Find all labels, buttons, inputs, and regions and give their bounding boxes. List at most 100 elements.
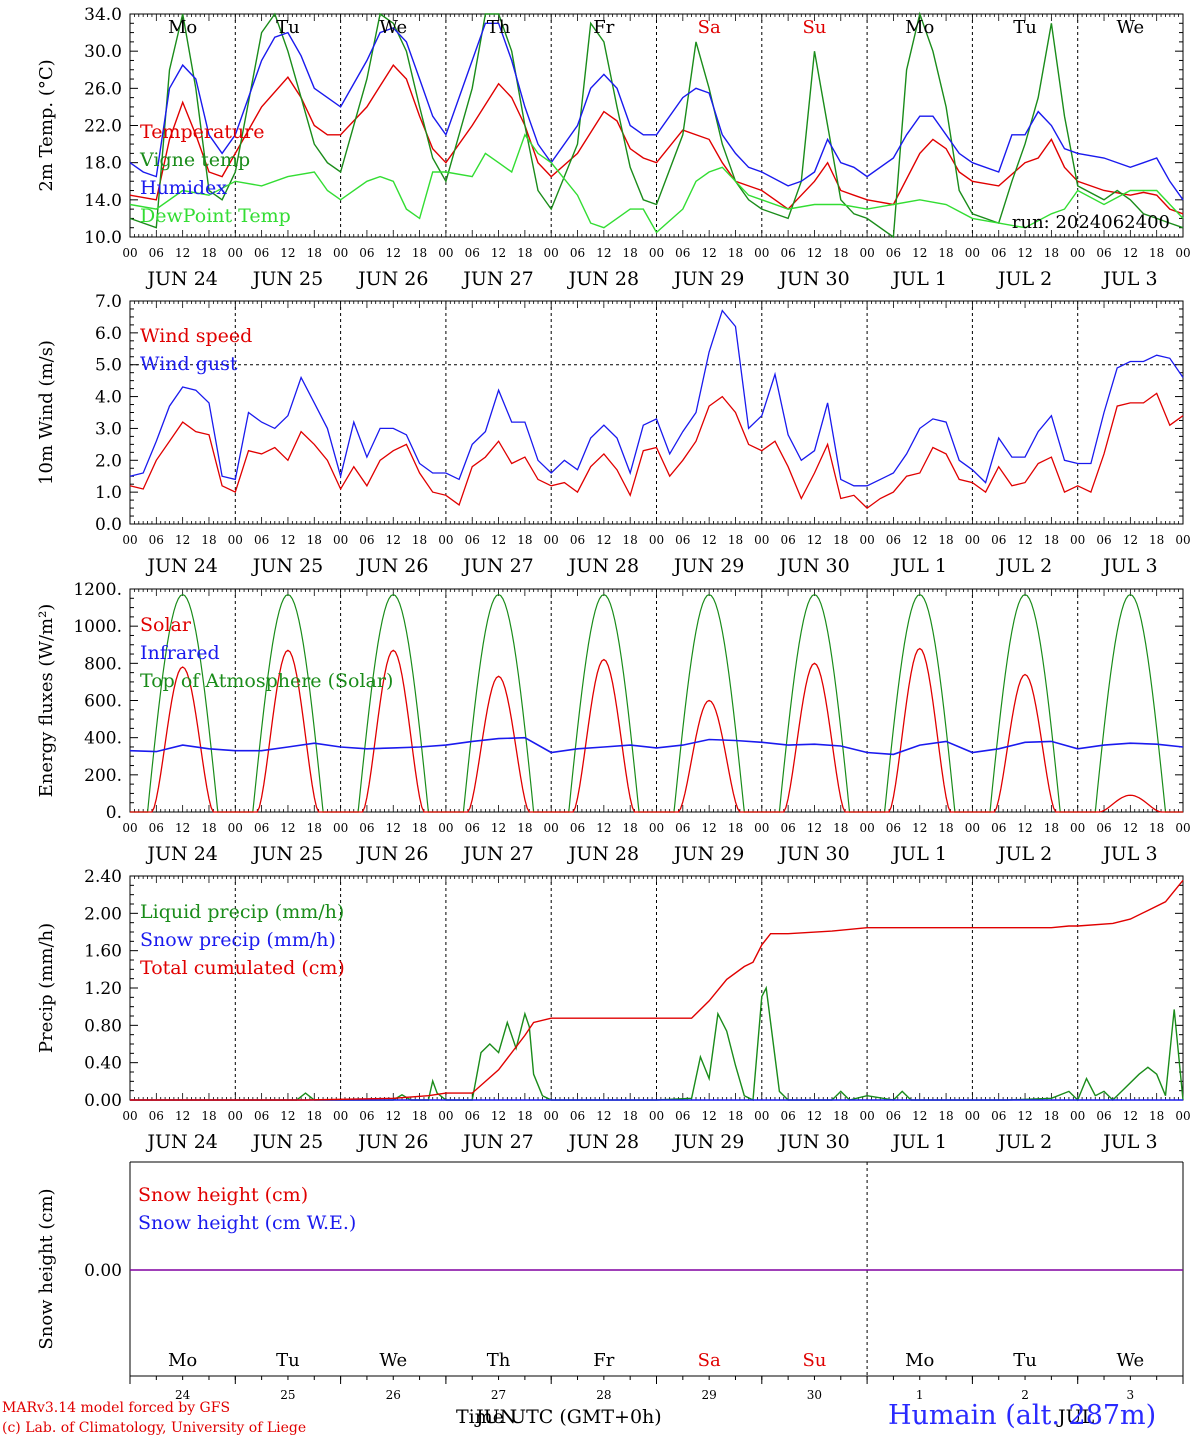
x-hour-tick-label: 00 (754, 1109, 769, 1123)
legend-liquid-precip-mm-h-: Liquid precip (mm/h) (140, 901, 344, 923)
y-tick-label: 2.40 (84, 867, 122, 887)
x-hour-tick-label: 00 (1175, 246, 1190, 260)
bottom-day-number: 26 (386, 1388, 401, 1402)
x-day-label: JUN 24 (145, 843, 217, 865)
x-day-label: JUL 2 (996, 268, 1052, 290)
weekday-label: Su (802, 1350, 826, 1371)
series-line-dewpoint-temp (129, 133, 1184, 234)
x-hour-tick-label: 06 (570, 246, 585, 260)
series-line-infrared (129, 736, 1184, 756)
x-hour-tick-label: 00 (333, 821, 348, 835)
x-hour-tick-label: 00 (649, 821, 664, 835)
y-tick-label: 800. (84, 654, 122, 674)
bottom-day-number: 1 (916, 1388, 924, 1402)
x-hour-tick-label: 12 (491, 1109, 506, 1123)
x-hour-tick-label: 06 (675, 821, 690, 835)
x-hour-tick-label: 18 (412, 533, 427, 547)
x-day-label: JUN 29 (672, 555, 744, 577)
x-hour-tick-label: 06 (359, 1109, 374, 1123)
y-tick-label: 18.0 (84, 154, 122, 174)
legend-wind-speed: Wind speed (140, 325, 252, 347)
legend-dewpoint-temp: DewPoint Temp (140, 205, 291, 227)
y-tick-label: 14.0 (84, 191, 122, 211)
x-hour-tick-label: 18 (1044, 821, 1059, 835)
x-day-label: JUL 2 (996, 555, 1052, 577)
series-line-liquid-precip-mm-h- (130, 985, 1184, 1102)
y-tick-label: 22.0 (84, 117, 122, 137)
legend-infrared: Infrared (140, 642, 220, 664)
x-hour-tick-label: 18 (307, 1109, 322, 1123)
x-hour-tick-label: 06 (254, 1109, 269, 1123)
x-hour-tick-label: 12 (175, 533, 190, 547)
x-hour-tick-label: 12 (280, 246, 295, 260)
x-hour-tick-label: 06 (149, 533, 164, 547)
y-tick-label: 10.0 (84, 228, 122, 248)
x-day-label: JUL 3 (1101, 268, 1157, 290)
y-tick-label: 6.0 (95, 324, 122, 344)
x-day-label: JUL 3 (1101, 1131, 1157, 1153)
x-hour-tick-label: 00 (1070, 821, 1085, 835)
x-hour-tick-label: 18 (201, 1109, 216, 1123)
weekday-label: Su (802, 17, 826, 38)
x-hour-tick-label: 00 (544, 246, 559, 260)
x-hour-tick-label: 06 (1096, 1109, 1111, 1123)
x-hour-tick-label: 00 (1175, 821, 1190, 835)
x-hour-tick-label: 18 (938, 821, 953, 835)
x-hour-tick-label: 00 (228, 821, 243, 835)
x-hour-tick-label: 12 (807, 246, 822, 260)
series-line-vigne-temp (129, 11, 1184, 239)
weekday-label: Th (487, 1350, 511, 1371)
weekday-label: Th (487, 17, 511, 38)
x-hour-tick-label: 18 (517, 533, 532, 547)
x-hour-tick-label: 00 (1070, 533, 1085, 547)
y-tick-label: 30.0 (84, 42, 122, 62)
x-hour-tick-label: 06 (991, 821, 1006, 835)
y-axis-title: Energy fluxes (W/m²) (36, 604, 57, 798)
x-hour-tick-label: 00 (859, 246, 874, 260)
series-line-wind-speed (129, 392, 1184, 509)
x-hour-tick-label: 06 (675, 1109, 690, 1123)
weekday-label: Fr (593, 1350, 614, 1371)
y-tick-label: 4.0 (95, 388, 122, 408)
x-hour-tick-label: 06 (149, 1109, 164, 1123)
x-hour-tick-label: 06 (465, 246, 480, 260)
x-day-label: JUN 30 (777, 1131, 849, 1153)
x-hour-tick-label: 18 (517, 1109, 532, 1123)
legend-solar: Solar (140, 614, 192, 636)
y-tick-label: 1.0 (95, 483, 122, 503)
x-hour-tick-label: 06 (780, 1109, 795, 1123)
x-hour-tick-label: 12 (280, 533, 295, 547)
x-hour-tick-label: 00 (965, 533, 980, 547)
x-hour-tick-label: 00 (228, 533, 243, 547)
y-tick-label: 1.60 (84, 942, 122, 962)
x-hour-tick-label: 12 (702, 246, 717, 260)
x-hour-tick-label: 18 (1149, 246, 1164, 260)
x-hour-tick-label: 00 (544, 821, 559, 835)
x-hour-tick-label: 12 (1123, 533, 1138, 547)
x-day-label: JUN 28 (567, 268, 639, 290)
bottom-day-number: 2 (1021, 1388, 1029, 1402)
x-day-label: JUN 25 (251, 555, 323, 577)
x-day-label: JUN 29 (672, 268, 744, 290)
x-hour-tick-label: 00 (333, 246, 348, 260)
x-hour-tick-label: 18 (728, 246, 743, 260)
x-hour-tick-label: 00 (965, 821, 980, 835)
x-hour-tick-label: 00 (1070, 246, 1085, 260)
x-hour-tick-label: 00 (438, 246, 453, 260)
x-hour-tick-label: 06 (570, 533, 585, 547)
x-hour-tick-label: 18 (1044, 1109, 1059, 1123)
legend-vigne-temp: Vigne temp (139, 149, 250, 171)
bottom-day-number: 30 (807, 1388, 822, 1402)
weekday-label: Tu (1013, 17, 1037, 38)
x-hour-tick-label: 06 (570, 821, 585, 835)
x-day-label: JUN 28 (567, 1131, 639, 1153)
x-hour-tick-label: 18 (623, 246, 638, 260)
x-hour-tick-label: 06 (254, 246, 269, 260)
legend-top-of-atmosphere-solar-: Top of Atmosphere (Solar) (140, 670, 393, 692)
y-tick-label: 0.00 (84, 1261, 122, 1281)
x-day-label: JUN 26 (356, 1131, 428, 1153)
x-day-label: JUN 25 (251, 268, 323, 290)
x-day-label: JUL 1 (891, 843, 947, 865)
x-hour-tick-label: 06 (780, 246, 795, 260)
x-hour-tick-label: 06 (465, 821, 480, 835)
